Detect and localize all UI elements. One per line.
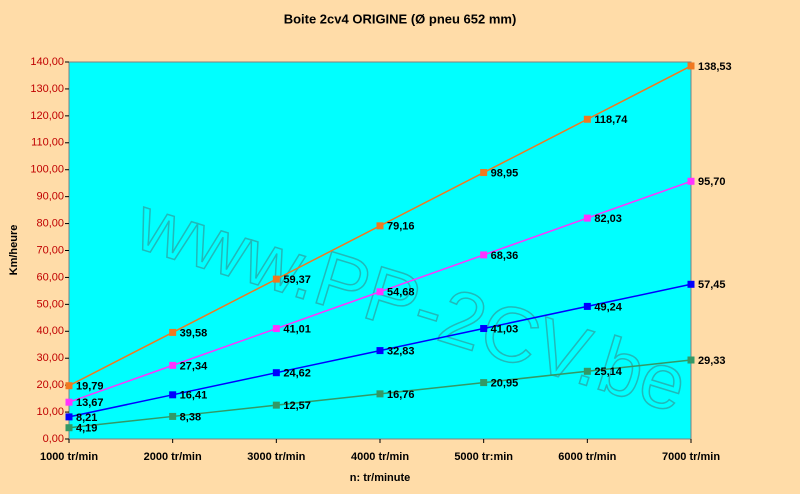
marker xyxy=(480,169,488,177)
y-tick-label: 130,00 xyxy=(30,83,64,95)
data-label: 95,70 xyxy=(698,176,726,188)
y-tick-label: 10,00 xyxy=(36,406,64,418)
data-label: 59,37 xyxy=(283,274,311,286)
marker xyxy=(169,328,177,336)
data-label: 39,58 xyxy=(180,327,208,339)
marker xyxy=(376,288,384,296)
marker xyxy=(687,62,695,70)
marker xyxy=(376,347,384,355)
data-label: 41,03 xyxy=(491,323,519,335)
marker xyxy=(169,412,177,420)
x-axis-label: n: tr/minute xyxy=(350,472,411,484)
marker xyxy=(687,280,695,288)
data-label: 41,01 xyxy=(283,323,311,335)
data-label: 8,38 xyxy=(180,411,201,423)
data-label: 68,36 xyxy=(491,250,519,262)
marker xyxy=(687,177,695,185)
x-tick-label: 1000 tr/min xyxy=(40,451,98,463)
y-tick-label: 0,00 xyxy=(43,433,64,445)
x-tick-label: 3000 tr/min xyxy=(247,451,305,463)
x-tick-label: 4000 tr/min xyxy=(351,451,409,463)
y-tick-label: 30,00 xyxy=(36,352,64,364)
x-tick-label: 6000 tr/min xyxy=(558,451,616,463)
data-label: 57,45 xyxy=(698,279,726,291)
y-tick-label: 50,00 xyxy=(36,298,64,310)
x-tick-label: 7000 tr/min xyxy=(662,451,720,463)
marker xyxy=(272,325,280,333)
y-tick-label: 80,00 xyxy=(36,217,64,229)
marker xyxy=(480,379,488,387)
marker xyxy=(272,275,280,283)
marker xyxy=(583,214,591,222)
marker xyxy=(65,413,73,421)
data-label: 12,57 xyxy=(283,400,311,412)
y-tick-label: 110,00 xyxy=(31,137,64,149)
data-label: 82,03 xyxy=(594,213,622,225)
y-tick-label: 20,00 xyxy=(36,379,64,391)
y-tick-label: 140,00 xyxy=(30,56,64,68)
plot-area xyxy=(68,61,692,440)
data-label: 16,41 xyxy=(180,390,208,402)
marker xyxy=(65,398,73,406)
data-label: 19,79 xyxy=(76,381,104,393)
data-label: 24,62 xyxy=(283,368,311,380)
marker xyxy=(65,424,73,432)
marker xyxy=(272,401,280,409)
data-label: 4,19 xyxy=(76,423,97,435)
marker xyxy=(583,302,591,310)
x-tick-label: 5000 tr:min xyxy=(454,451,513,463)
marker xyxy=(169,361,177,369)
marker xyxy=(583,367,591,375)
marker xyxy=(687,356,695,364)
data-label: 54,68 xyxy=(387,287,415,299)
y-tick-label: 40,00 xyxy=(36,325,64,337)
data-label: 49,24 xyxy=(594,301,622,313)
chart-title: Boite 2cv4 ORIGINE (Ø pneu 652 mm) xyxy=(284,11,517,26)
marker xyxy=(480,251,488,259)
data-label: 20,95 xyxy=(491,377,519,389)
data-label: 8,21 xyxy=(76,412,97,424)
marker xyxy=(65,382,73,390)
marker xyxy=(480,325,488,333)
marker xyxy=(169,391,177,399)
data-label: 98,95 xyxy=(491,167,519,179)
y-tick-label: 70,00 xyxy=(36,244,64,256)
y-tick-label: 120,00 xyxy=(30,110,64,122)
marker xyxy=(272,369,280,377)
data-label: 13,67 xyxy=(76,397,104,409)
marker xyxy=(583,115,591,123)
x-tick-label: 2000 tr/min xyxy=(144,451,202,463)
y-axis-label: Km/heure xyxy=(8,225,20,276)
y-tick-label: 90,00 xyxy=(36,191,64,203)
data-label: 32,83 xyxy=(387,345,415,357)
data-label: 29,33 xyxy=(698,355,726,367)
marker xyxy=(376,222,384,230)
marker xyxy=(376,390,384,398)
data-label: 138,53 xyxy=(698,61,732,73)
y-tick-label: 100,00 xyxy=(30,164,64,176)
y-tick-label: 60,00 xyxy=(36,271,64,283)
data-label: 118,74 xyxy=(594,114,628,126)
data-label: 25,14 xyxy=(594,366,622,378)
data-label: 16,76 xyxy=(387,389,415,401)
data-label: 79,16 xyxy=(387,221,415,233)
data-label: 27,34 xyxy=(180,360,208,372)
